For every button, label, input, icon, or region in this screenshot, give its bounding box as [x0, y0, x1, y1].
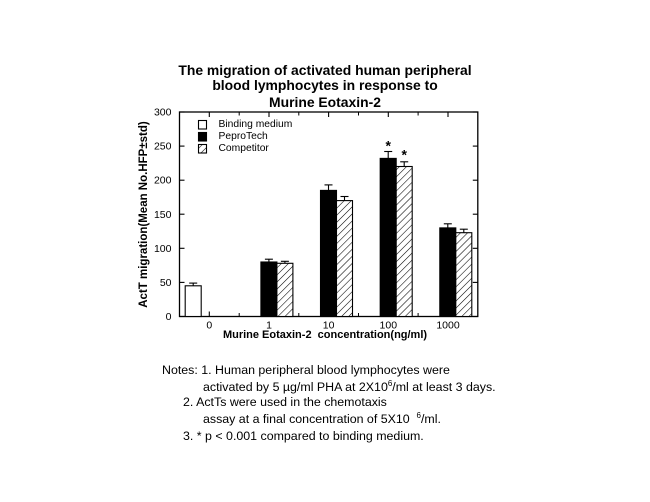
svg-text:250: 250	[154, 141, 172, 153]
svg-text:150: 150	[154, 209, 172, 221]
svg-text:200: 200	[154, 175, 172, 187]
svg-text:*: *	[385, 138, 391, 154]
svg-text:1000: 1000	[436, 320, 460, 332]
svg-text:100: 100	[380, 320, 398, 332]
svg-text:*: *	[401, 147, 407, 163]
svg-text:0: 0	[166, 311, 172, 323]
svg-text:50: 50	[160, 277, 172, 289]
svg-text:1: 1	[266, 320, 272, 332]
svg-text:Binding medium: Binding medium	[219, 119, 293, 130]
svg-text:100: 100	[154, 243, 172, 255]
svg-text:PeproTech: PeproTech	[219, 131, 268, 142]
svg-text:Competitor: Competitor	[219, 143, 270, 154]
svg-text:10: 10	[323, 320, 335, 332]
svg-text:300: 300	[154, 107, 172, 119]
svg-text:0: 0	[206, 320, 212, 332]
